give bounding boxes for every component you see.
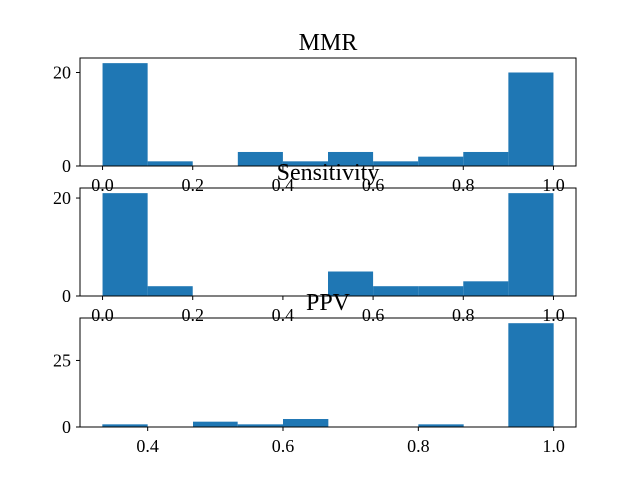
histogram-bar-0-3 [237,151,283,166]
histogram-bar-0-0 [102,63,148,167]
histogram-bar-2-9 [508,323,554,427]
chart-title-0: MMR [299,30,358,56]
histogram-bar-0-8 [463,151,509,166]
chart-title-1: Sensitivity [277,160,380,186]
x-tick-label-2-2: 0.8 [407,436,430,456]
histogram-bar-0-6 [373,161,419,166]
chart-title-2: PPV [306,290,351,316]
x-tick-label-0-1: 0.2 [181,175,204,195]
histogram-bar-2-2 [193,421,238,427]
histogram-bar-1-5 [328,271,374,296]
histogram-bar-2-7 [418,424,464,427]
histogram-bar-0-7 [418,156,464,166]
axes-frame-2 [79,317,577,428]
histogram-bar-0-5 [328,151,374,166]
histogram-bar-1-0 [102,193,148,296]
x-tick-label-1-0: 0.0 [91,305,114,325]
x-tick-label-1-3: 0.6 [362,305,385,325]
y-tick-label-1-0: 0 [62,286,71,306]
x-tick-label-0-0: 0.0 [91,175,114,195]
x-tick-label-2-0: 0.4 [136,436,159,456]
histogram-bar-1-7 [418,286,464,296]
histogram-panel-2: 0.4 0.6 0.8 1.0 0 25 PPV [53,290,577,456]
histogram-bar-1-1 [147,286,193,296]
histogram-bar-1-6 [373,286,419,296]
x-tick-label-0-4: 0.8 [452,175,475,195]
x-tick-label-0-3: 0.6 [362,175,385,195]
x-tick-label-2-3: 1.0 [542,436,565,456]
histogram-bar-1-9 [508,193,554,296]
x-tick-label-1-5: 1.0 [542,305,565,325]
y-tick-label-2-0: 0 [62,417,71,437]
x-tick-label-1-4: 0.8 [452,305,475,325]
x-tick-label-1-2: 0.4 [272,305,295,325]
histogram-panel-0: 0.0 0.2 0.4 0.6 0.8 1.0 0 20 MMR [53,30,577,195]
histogram-bar-0-4 [282,161,328,166]
x-tick-label-2-1: 0.6 [272,436,295,456]
histogram-bar-0-9 [508,72,554,166]
histogram-bar-1-8 [463,281,509,296]
histogram-bar-2-3 [237,424,284,427]
x-tick-label-0-5: 1.0 [542,175,565,195]
y-tick-label-0-0: 0 [62,156,71,176]
x-tick-label-1-1: 0.2 [181,305,204,325]
axes-frame-0 [79,57,577,167]
y-tick-label-2-1: 25 [53,350,71,370]
histogram-panel-1: 0.0 0.2 0.4 0.6 0.8 1.0 0 20 Sensitivity [53,160,577,325]
histogram-bar-0-1 [147,161,193,166]
axes-frame-1 [79,187,577,297]
histogram-bar-2-0 [102,424,148,427]
x-tick-label-0-2: 0.4 [272,175,295,195]
y-tick-label-0-1: 20 [53,62,71,82]
histogram-bar-2-4 [283,419,329,427]
y-tick-label-1-1: 20 [53,188,71,208]
